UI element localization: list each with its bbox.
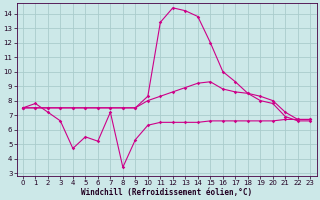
X-axis label: Windchill (Refroidissement éolien,°C): Windchill (Refroidissement éolien,°C) — [81, 188, 252, 197]
